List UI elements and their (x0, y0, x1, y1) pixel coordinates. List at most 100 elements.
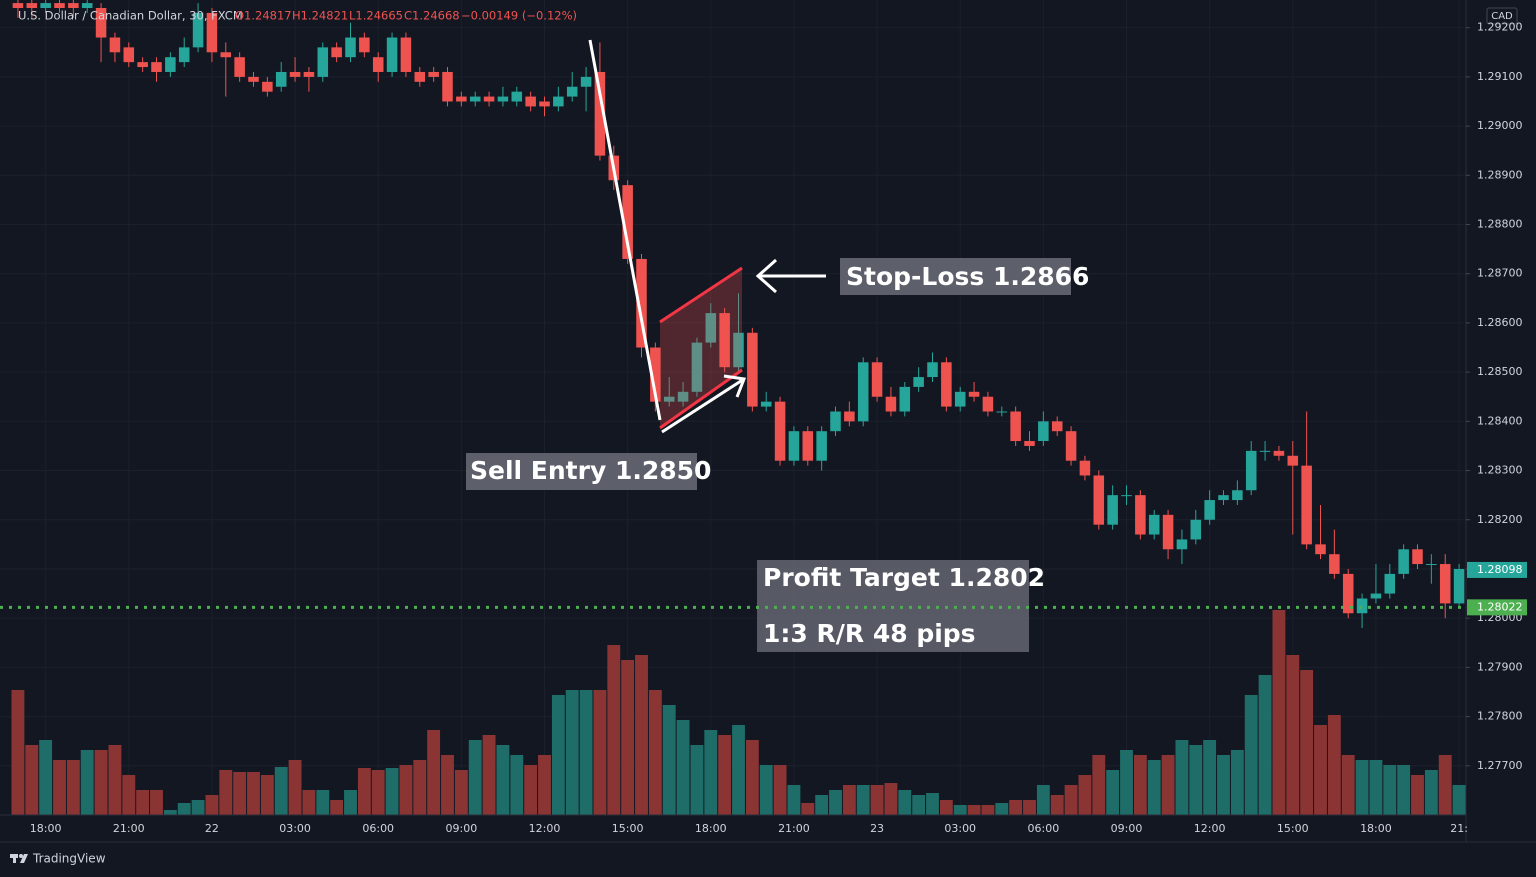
candle-body (400, 37, 412, 72)
candle-body (844, 411, 855, 422)
candle-body (165, 57, 176, 72)
brand[interactable]: TradingView (32, 852, 106, 866)
y-tick-label: 1.28600 (1477, 316, 1523, 329)
y-tick-label: 1.28400 (1477, 414, 1523, 427)
volume-bar (1452, 785, 1466, 815)
candle-body (497, 96, 509, 102)
volume-bar (621, 660, 635, 815)
candle-body (1259, 450, 1271, 452)
x-tick-label: 06:00 (362, 822, 394, 835)
volume-bar (1244, 695, 1258, 815)
volume-bar (981, 805, 995, 815)
candle-body (525, 96, 536, 107)
currency-box[interactable] (1486, 7, 1518, 25)
volume-bar (926, 793, 939, 815)
brand-logo[interactable] (10, 854, 28, 863)
candle-body (1439, 564, 1451, 604)
candle-body (913, 377, 924, 387)
y-tick-label: 1.29200 (1477, 21, 1523, 34)
y-tick-label: 1.27700 (1477, 759, 1523, 772)
candle-body (885, 396, 897, 412)
volume-bar (11, 690, 25, 815)
volume-bar (704, 730, 718, 815)
volume-bar (1383, 765, 1397, 815)
candle-body (1135, 495, 1146, 535)
candle-body (941, 362, 952, 407)
candle-body (1107, 495, 1118, 525)
candle-body (1384, 573, 1396, 594)
candle-body (580, 76, 592, 87)
volume-bar (413, 760, 427, 815)
candle-body (553, 96, 564, 107)
candle-body (12, 3, 24, 8)
candle-body (622, 185, 633, 259)
volume-bar (842, 785, 856, 815)
candle-body (857, 362, 869, 422)
volume-bar (177, 803, 191, 815)
ohlc-legend: O1.24817 H1.24821 L1.24665 C1.24668 −0.0… (235, 9, 577, 23)
volume-bar (510, 755, 524, 815)
candle-body (248, 76, 259, 82)
volume-bar (385, 768, 399, 815)
volume-bar (829, 790, 842, 815)
volume-bar (676, 720, 690, 815)
candle-body (1190, 519, 1202, 540)
volume-bar (80, 750, 94, 815)
candle-body (26, 3, 38, 8)
x-tick-label: 12:00 (529, 822, 561, 835)
volume-bar (1175, 740, 1189, 815)
price-tag-label: 1.28022 (1477, 600, 1523, 613)
x-tick-label: 18:00 (30, 822, 62, 835)
candle-body (1356, 598, 1368, 614)
x-tick-label: 21: (1450, 822, 1468, 835)
candle-body (1453, 568, 1465, 604)
volume-bar (635, 655, 648, 815)
volume-bar (316, 790, 330, 815)
candle-body (719, 313, 730, 368)
candle-body (1079, 460, 1091, 476)
candle-body (95, 8, 107, 38)
volume-bar (551, 695, 565, 815)
volume-bar (912, 795, 926, 815)
volume-bar (399, 765, 413, 815)
candle-body (691, 342, 703, 392)
candle-body (137, 62, 148, 68)
candle-body (1426, 564, 1437, 566)
volume-bar (538, 755, 551, 815)
candle-body (192, 12, 204, 48)
volume-bar (1286, 655, 1300, 815)
candle-body (1162, 514, 1174, 550)
volume-bar (939, 800, 953, 815)
candle-body (123, 47, 135, 63)
candle-body (359, 37, 370, 53)
volume-bar (1369, 760, 1383, 815)
candle-body (303, 71, 315, 77)
candle-body (1176, 539, 1188, 550)
y-tick-label: 1.28700 (1477, 267, 1523, 280)
volume-bar (122, 775, 136, 815)
candle-body (1051, 421, 1063, 432)
volume-bar (870, 785, 884, 815)
volume-bar (1355, 760, 1369, 815)
y-tick-label: 1.28800 (1477, 218, 1523, 231)
volume-bar (1300, 670, 1314, 815)
x-tick-label: 09:00 (446, 822, 478, 835)
candle-body (705, 313, 717, 343)
x-tick-label: 03:00 (279, 822, 311, 835)
candle-body (1121, 495, 1132, 497)
volume-bar (1092, 755, 1106, 815)
candle-body (1273, 450, 1285, 456)
candle-body (1148, 514, 1160, 535)
candle-body (331, 47, 342, 58)
volume-bar (1036, 785, 1050, 815)
volume-bar (1078, 775, 1092, 815)
candle-body (483, 96, 495, 102)
currency[interactable]: CAD (1491, 11, 1513, 22)
volume-bar (260, 775, 274, 815)
candle-body (234, 57, 245, 77)
candle-body (1010, 411, 1021, 442)
volume-bar (1161, 755, 1175, 815)
y-tick-label: 1.27800 (1477, 710, 1523, 723)
